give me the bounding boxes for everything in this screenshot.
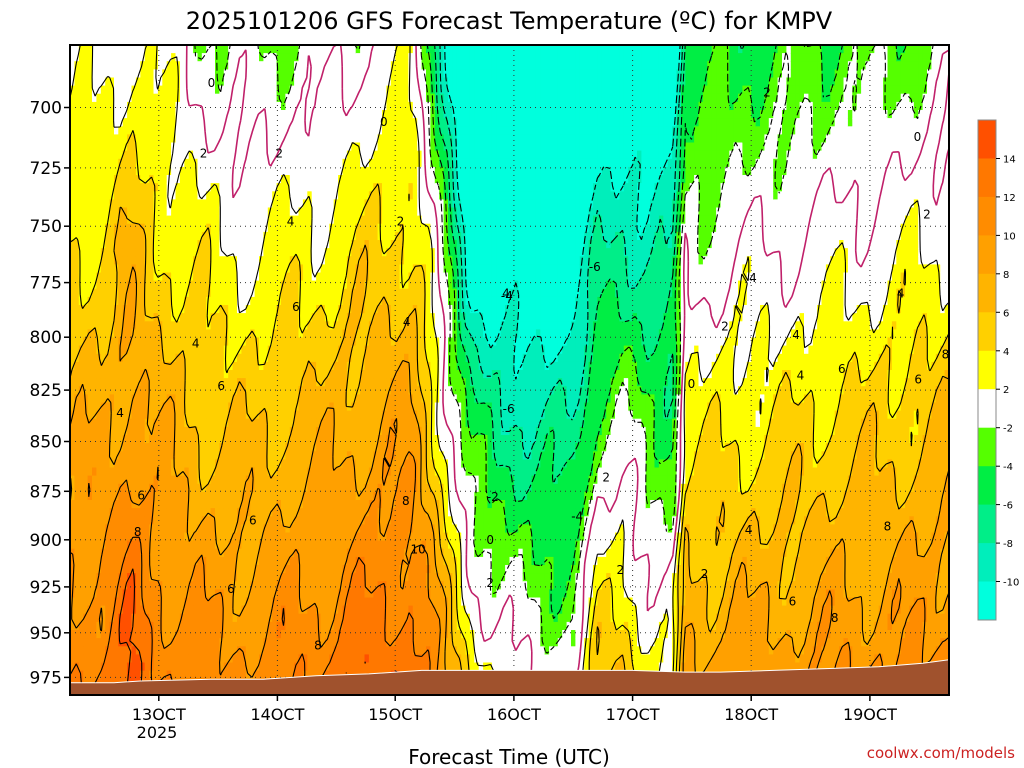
contour-label: 4 bbox=[403, 315, 411, 329]
colorbar-label: -6 bbox=[1003, 501, 1013, 512]
colorbar-band bbox=[978, 197, 996, 236]
contour-label: 4 bbox=[287, 215, 295, 229]
colorbar-band bbox=[978, 351, 996, 390]
x-tick-label: 17OCT bbox=[606, 705, 660, 724]
contour-label: 0 bbox=[688, 377, 696, 391]
colorbar-band bbox=[978, 235, 996, 274]
contour-label: 4 bbox=[192, 337, 200, 351]
contour-label: 0 bbox=[914, 130, 922, 144]
contour-label: 6 bbox=[838, 362, 846, 376]
contour-label: 8 bbox=[134, 525, 142, 539]
colorbar-band bbox=[978, 505, 996, 544]
contour-label: 8 bbox=[831, 611, 839, 625]
contour-label: 8 bbox=[884, 519, 892, 533]
y-tick-label: 725 bbox=[30, 159, 62, 179]
contour-label: 8 bbox=[314, 638, 322, 652]
colorbar-band bbox=[978, 274, 996, 313]
temperature-fill-layer bbox=[70, 45, 950, 696]
y-tick-label: 750 bbox=[30, 217, 62, 237]
contour-label: 4 bbox=[745, 523, 753, 537]
colorbar-label: -2 bbox=[1003, 424, 1013, 435]
contour-label: 0 bbox=[380, 115, 388, 129]
x-tick-label: 19OCT bbox=[843, 705, 897, 724]
colorbar-label: 6 bbox=[1003, 308, 1009, 319]
contour-label: 6 bbox=[249, 514, 257, 528]
x-tick-label: 15OCT bbox=[368, 705, 422, 724]
y-tick-label: 925 bbox=[30, 578, 62, 598]
y-tick-label: 700 bbox=[30, 99, 62, 119]
colorbar-band bbox=[978, 582, 996, 621]
colorbar-label: 8 bbox=[1003, 270, 1009, 281]
contour-label: -4 bbox=[501, 289, 513, 303]
colorbar-label: 2 bbox=[1003, 385, 1009, 396]
y-tick-label: 775 bbox=[30, 274, 62, 294]
contour-label: 0 bbox=[486, 533, 494, 547]
x-tick-label: 14OCT bbox=[250, 705, 304, 724]
colorbar-label: -4 bbox=[1003, 462, 1013, 473]
y-tick-label: 825 bbox=[30, 381, 62, 401]
contour-label: -6 bbox=[503, 402, 515, 416]
contour-label: 6 bbox=[137, 488, 145, 502]
contour-label: 6 bbox=[789, 595, 797, 609]
colorbar-band bbox=[978, 543, 996, 582]
y-tick-label: 800 bbox=[30, 328, 62, 348]
x-tick-label: 18OCT bbox=[724, 705, 778, 724]
y-tick-label: 875 bbox=[30, 482, 62, 502]
x-axis: 13OCT 14OCT 15OCT 16OCT 17OCT 18OCT 19OCT bbox=[132, 695, 897, 724]
y-tick-label: 975 bbox=[30, 668, 62, 688]
contour-label: 6 bbox=[217, 379, 225, 393]
x-tick-label: 16OCT bbox=[487, 705, 541, 724]
colorbar-label: -8 bbox=[1003, 539, 1013, 550]
contour-label: 2 bbox=[275, 147, 283, 161]
colorbar-label: -10 bbox=[1003, 578, 1019, 589]
contour-label: 4 bbox=[897, 287, 905, 301]
contour-label: 2 bbox=[200, 147, 208, 161]
contour-label: 2 bbox=[923, 208, 931, 222]
chart-title: 2025101206 GFS Forecast Temperature (ºC)… bbox=[186, 7, 833, 35]
colorbar-band bbox=[978, 428, 996, 467]
colorbar-label: 12 bbox=[1003, 193, 1016, 204]
colorbar: 14 12 10 8 6 4 2 -2 -4 -6 -8 -10 bbox=[978, 120, 1019, 621]
colorbar-band bbox=[978, 389, 996, 428]
x-axis-year-label: 2025 bbox=[137, 723, 178, 742]
contour-label: 6 bbox=[227, 582, 235, 596]
contour-label: 8 bbox=[402, 494, 410, 508]
colorbar-band bbox=[978, 466, 996, 505]
x-axis-label: Forecast Time (UTC) bbox=[408, 745, 610, 768]
y-tick-label: 950 bbox=[30, 624, 62, 644]
contour-label: 2 bbox=[721, 319, 729, 333]
colorbar-band bbox=[978, 159, 996, 198]
credit-text: coolwx.com/models bbox=[867, 744, 1015, 762]
y-tick-label: 850 bbox=[30, 433, 62, 453]
contour-label: 2 bbox=[602, 471, 610, 485]
contour-label: 6 bbox=[914, 373, 922, 387]
contour-label: 4 bbox=[792, 328, 800, 342]
contour-label: 4 bbox=[116, 406, 124, 420]
contour-label: -4 bbox=[571, 510, 583, 524]
contour-label: 2 bbox=[763, 86, 771, 100]
contour-label: 2 bbox=[397, 215, 405, 229]
colorbar-band bbox=[978, 312, 996, 351]
contour-label: 10 bbox=[410, 542, 425, 556]
contour-label: -2 bbox=[487, 490, 499, 504]
y-axis: 700 725 750 775 800 825 850 875 900 925 950 975 bbox=[30, 99, 70, 689]
colorbar-band bbox=[978, 120, 996, 159]
contour-label: 4 bbox=[797, 369, 805, 383]
contour-label: 2 bbox=[616, 563, 624, 577]
y-tick-label: 900 bbox=[30, 531, 62, 551]
contour-label: 4 bbox=[749, 271, 757, 285]
colorbar-label: 4 bbox=[1003, 347, 1009, 358]
contour-label: -6 bbox=[589, 260, 601, 274]
contour-label: 2 bbox=[701, 567, 709, 581]
colorbar-label: 14 bbox=[1003, 155, 1016, 166]
contour-label: 2 bbox=[486, 576, 494, 590]
contour-label: 0 bbox=[208, 76, 216, 90]
colorbar-label: 10 bbox=[1003, 231, 1016, 242]
contour-label: 6 bbox=[292, 300, 300, 314]
x-tick-label: 13OCT bbox=[132, 705, 186, 724]
